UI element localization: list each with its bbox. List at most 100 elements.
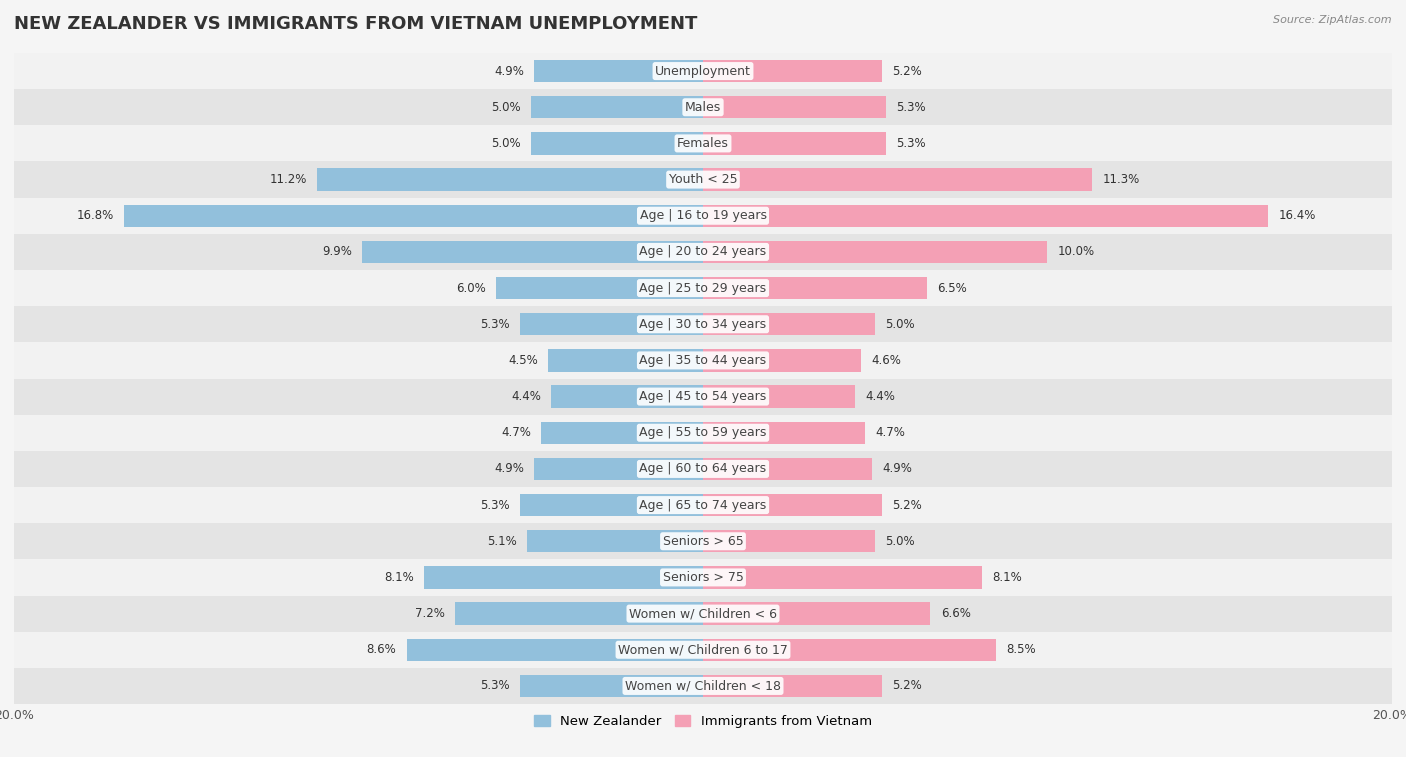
Bar xyxy=(703,458,872,480)
Text: 6.0%: 6.0% xyxy=(456,282,486,294)
Bar xyxy=(14,451,1392,487)
Text: Seniors > 75: Seniors > 75 xyxy=(662,571,744,584)
Bar xyxy=(534,458,703,480)
Bar xyxy=(703,530,875,553)
Text: 4.7%: 4.7% xyxy=(501,426,531,439)
Bar xyxy=(703,313,875,335)
Bar xyxy=(14,126,1392,161)
Bar xyxy=(14,668,1392,704)
Bar xyxy=(703,494,882,516)
Bar xyxy=(14,161,1392,198)
Text: 5.3%: 5.3% xyxy=(896,101,925,114)
Bar xyxy=(520,494,703,516)
Text: Males: Males xyxy=(685,101,721,114)
Text: Seniors > 65: Seniors > 65 xyxy=(662,534,744,548)
Text: Age | 20 to 24 years: Age | 20 to 24 years xyxy=(640,245,766,258)
Text: 4.4%: 4.4% xyxy=(512,390,541,403)
Bar xyxy=(14,342,1392,378)
Text: 6.6%: 6.6% xyxy=(941,607,970,620)
Bar xyxy=(14,631,1392,668)
Text: 9.9%: 9.9% xyxy=(322,245,352,258)
Text: 4.7%: 4.7% xyxy=(875,426,905,439)
Text: 16.8%: 16.8% xyxy=(77,209,114,223)
Text: 5.2%: 5.2% xyxy=(893,64,922,77)
Bar xyxy=(703,603,931,625)
Text: 4.5%: 4.5% xyxy=(508,354,537,367)
Bar xyxy=(14,378,1392,415)
Text: 4.9%: 4.9% xyxy=(882,463,912,475)
Bar xyxy=(703,349,862,372)
Text: 10.0%: 10.0% xyxy=(1057,245,1095,258)
Text: Youth < 25: Youth < 25 xyxy=(669,173,737,186)
Text: 5.0%: 5.0% xyxy=(886,534,915,548)
Text: 4.9%: 4.9% xyxy=(494,64,524,77)
Bar xyxy=(703,639,995,661)
Bar xyxy=(14,234,1392,270)
Bar xyxy=(703,277,927,299)
Bar xyxy=(703,566,981,589)
Bar xyxy=(14,596,1392,631)
Text: 5.3%: 5.3% xyxy=(481,318,510,331)
Bar xyxy=(124,204,703,227)
Text: 4.4%: 4.4% xyxy=(865,390,894,403)
Text: Age | 25 to 29 years: Age | 25 to 29 years xyxy=(640,282,766,294)
Text: 5.3%: 5.3% xyxy=(481,680,510,693)
Bar xyxy=(456,603,703,625)
Bar xyxy=(14,89,1392,126)
Text: Unemployment: Unemployment xyxy=(655,64,751,77)
Bar xyxy=(531,96,703,118)
Text: 8.1%: 8.1% xyxy=(993,571,1022,584)
Bar xyxy=(14,198,1392,234)
Text: 8.1%: 8.1% xyxy=(384,571,413,584)
Text: 4.9%: 4.9% xyxy=(494,463,524,475)
Text: 5.2%: 5.2% xyxy=(893,499,922,512)
Text: Age | 35 to 44 years: Age | 35 to 44 years xyxy=(640,354,766,367)
Bar xyxy=(531,132,703,154)
Bar xyxy=(703,674,882,697)
Bar xyxy=(14,487,1392,523)
Text: 5.0%: 5.0% xyxy=(886,318,915,331)
Bar xyxy=(703,96,886,118)
Text: Age | 55 to 59 years: Age | 55 to 59 years xyxy=(640,426,766,439)
Text: 16.4%: 16.4% xyxy=(1278,209,1316,223)
Bar xyxy=(551,385,703,408)
Bar xyxy=(14,415,1392,451)
Text: Women w/ Children 6 to 17: Women w/ Children 6 to 17 xyxy=(619,643,787,656)
Bar xyxy=(703,204,1268,227)
Bar xyxy=(703,241,1047,263)
Text: Source: ZipAtlas.com: Source: ZipAtlas.com xyxy=(1274,15,1392,25)
Bar xyxy=(406,639,703,661)
Bar xyxy=(703,132,886,154)
Text: Age | 45 to 54 years: Age | 45 to 54 years xyxy=(640,390,766,403)
Bar xyxy=(520,674,703,697)
Text: 5.0%: 5.0% xyxy=(491,137,520,150)
Text: 7.2%: 7.2% xyxy=(415,607,444,620)
Text: 11.3%: 11.3% xyxy=(1102,173,1140,186)
Bar xyxy=(520,313,703,335)
Text: 8.5%: 8.5% xyxy=(1007,643,1036,656)
Text: Age | 65 to 74 years: Age | 65 to 74 years xyxy=(640,499,766,512)
Bar xyxy=(14,306,1392,342)
Text: 8.6%: 8.6% xyxy=(367,643,396,656)
Bar xyxy=(703,385,855,408)
Bar xyxy=(548,349,703,372)
Bar xyxy=(703,60,882,83)
Text: 4.6%: 4.6% xyxy=(872,354,901,367)
Text: Women w/ Children < 18: Women w/ Children < 18 xyxy=(626,680,780,693)
Bar xyxy=(527,530,703,553)
Text: 5.0%: 5.0% xyxy=(491,101,520,114)
Text: 5.1%: 5.1% xyxy=(488,534,517,548)
Bar xyxy=(534,60,703,83)
Bar xyxy=(703,422,865,444)
Bar xyxy=(14,523,1392,559)
Bar xyxy=(318,168,703,191)
Bar xyxy=(703,168,1092,191)
Bar xyxy=(541,422,703,444)
Text: NEW ZEALANDER VS IMMIGRANTS FROM VIETNAM UNEMPLOYMENT: NEW ZEALANDER VS IMMIGRANTS FROM VIETNAM… xyxy=(14,15,697,33)
Bar xyxy=(361,241,703,263)
Bar xyxy=(14,53,1392,89)
Text: 6.5%: 6.5% xyxy=(938,282,967,294)
Text: Age | 60 to 64 years: Age | 60 to 64 years xyxy=(640,463,766,475)
Bar xyxy=(496,277,703,299)
Legend: New Zealander, Immigrants from Vietnam: New Zealander, Immigrants from Vietnam xyxy=(529,709,877,734)
